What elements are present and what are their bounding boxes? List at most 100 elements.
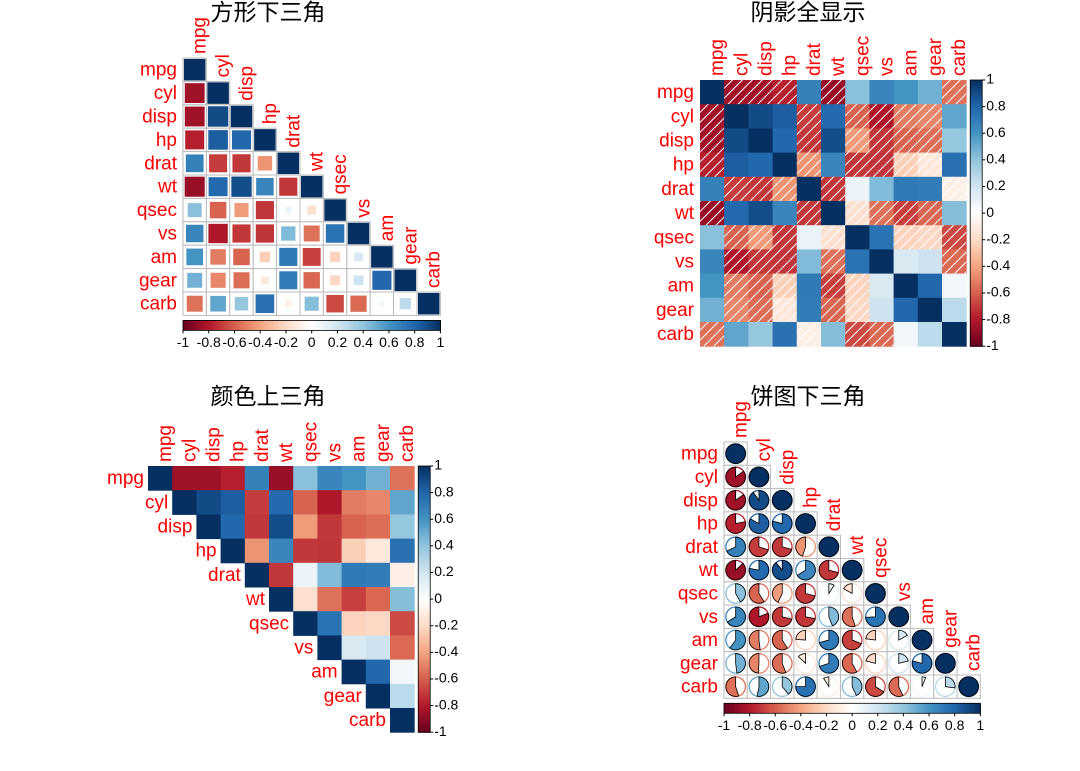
colorbar-segment: [970, 269, 983, 273]
corr-cell: [390, 587, 415, 612]
corr-cell: [893, 322, 919, 347]
column-label: wt: [276, 442, 297, 463]
colorbar-segment: [418, 639, 431, 643]
colorbar-segment: [414, 320, 418, 331]
corr-pie: [841, 653, 858, 674]
colorbar-segment: [806, 703, 810, 714]
corr-cell: [821, 128, 846, 154]
colorbar-segment: [418, 681, 431, 685]
colorbar-segment: [970, 191, 983, 196]
corr-pie: [843, 583, 853, 595]
hatch: [869, 201, 894, 226]
colorbar-segment: [970, 162, 983, 166]
colorbar-tick-label: 0: [986, 204, 994, 220]
colorbar-segment: [970, 335, 983, 339]
corr-cell: [390, 562, 415, 588]
colorbar-segment: [970, 135, 983, 140]
colorbar-segment: [262, 320, 266, 331]
column-label: drat: [824, 498, 845, 531]
colorbar-segment: [288, 320, 292, 331]
corr-cell: [724, 152, 749, 178]
corr-cell: [365, 635, 391, 661]
colorbar-segment: [418, 473, 431, 478]
colorbar-segment: [418, 615, 431, 619]
corr-pie: [748, 513, 770, 534]
colorbar-segment: [221, 320, 225, 331]
corr-cell: [220, 538, 246, 564]
colorbar-segment: [283, 320, 287, 331]
colorbar-tick-label: 1: [986, 71, 994, 87]
chart-title: 阴影全显示: [751, 0, 866, 26]
corr-pie: [795, 629, 806, 641]
colorbar-segment: [418, 484, 431, 488]
colorbar-tick-label: -1: [177, 334, 190, 350]
colorbar-segment: [970, 311, 983, 315]
corr-square: [186, 248, 204, 266]
corr-cell: [390, 538, 415, 564]
colorbar-segment: [970, 117, 983, 121]
colorbar-segment: [418, 548, 431, 552]
colorbar-segment: [962, 703, 966, 714]
column-label: gear: [925, 37, 946, 76]
colorbar-segment: [747, 703, 751, 714]
colorbar-segment: [970, 210, 983, 214]
colorbar-segment: [418, 508, 431, 512]
corr-pie: [756, 676, 770, 697]
corr-square: [207, 82, 229, 104]
hatch: [796, 201, 821, 226]
row-label: qsec: [654, 227, 694, 248]
colorbar-segment: [418, 471, 431, 475]
colorbar-segment: [418, 710, 431, 715]
corr-square: [184, 176, 205, 197]
colorbar-segment: [970, 298, 983, 302]
colorbar-segment: [970, 274, 983, 278]
colorbar-segment: [296, 320, 300, 331]
colorbar-segment: [206, 320, 210, 331]
corr-square: [399, 298, 411, 310]
colorbar-segment: [418, 513, 431, 518]
colorbar-segment: [788, 703, 792, 714]
corr-cell: [196, 466, 222, 491]
column-label: vs: [325, 443, 346, 462]
colorbar-segment: [780, 703, 784, 714]
colorbar-segment: [782, 703, 787, 714]
corr-pie: [935, 653, 956, 674]
corr-cell: [942, 322, 967, 347]
corr-cell: [845, 249, 870, 275]
hatch: [917, 128, 942, 153]
corr-square: [257, 156, 273, 171]
corr-square: [209, 154, 228, 173]
corr-square: [234, 203, 249, 218]
hatch: [869, 104, 894, 129]
colorbar-segment: [870, 703, 874, 714]
colorbar-segment: [808, 703, 812, 714]
row-label: vs: [699, 607, 718, 628]
corr-cell: [917, 297, 943, 323]
corr-pie: [748, 653, 760, 674]
colorbar-segment: [370, 320, 375, 331]
colorbar-segment: [777, 703, 781, 714]
column-label: carb: [964, 634, 985, 671]
corr-cell: [942, 297, 967, 323]
colorbar-segment: [418, 553, 431, 558]
colorbar-segment: [247, 320, 251, 331]
corr-pie: [748, 559, 770, 581]
corr-cell: [341, 659, 367, 685]
colorbar-segment: [352, 320, 357, 331]
colorbar-segment: [418, 726, 431, 731]
colorbar-segment: [970, 194, 983, 198]
colorbar-tick-label: -0.6: [222, 334, 246, 350]
corr-cell: [365, 587, 391, 612]
corr-cell: [893, 80, 919, 105]
corr-square: [231, 130, 252, 150]
corr-cell: [845, 225, 870, 250]
colorbar-segment: [386, 320, 390, 331]
colorbar-segment: [193, 320, 197, 331]
column-label: qsec: [852, 36, 873, 76]
colorbar-segment: [970, 114, 983, 118]
corr-cell: [172, 490, 197, 515]
colorbar-tick-label: -0.2: [986, 230, 1010, 246]
colorbar-segment: [739, 703, 743, 714]
colorbar-segment: [957, 703, 961, 714]
colorbar-segment: [970, 332, 983, 337]
